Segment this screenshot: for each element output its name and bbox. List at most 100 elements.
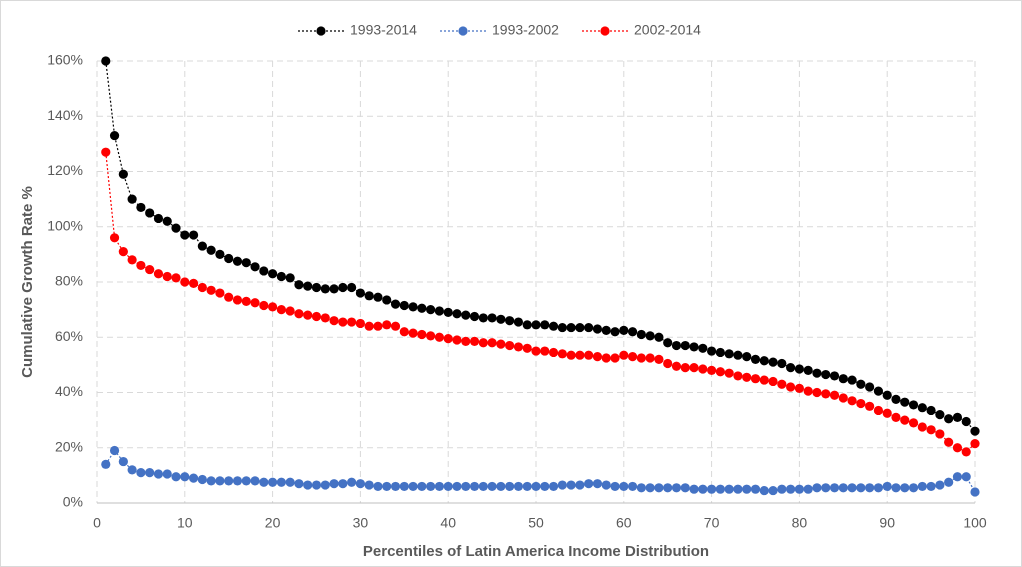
data-point <box>944 437 954 447</box>
y-tick-label: 120% <box>47 162 83 178</box>
data-point <box>145 468 155 478</box>
data-point <box>364 321 374 331</box>
data-point <box>566 350 576 360</box>
data-point <box>759 485 769 496</box>
data-point <box>250 262 260 272</box>
data-point <box>347 477 357 487</box>
data-point <box>399 481 409 492</box>
data-point <box>522 481 532 492</box>
data-point <box>232 295 243 305</box>
data-point <box>680 483 690 493</box>
data-point <box>944 414 954 424</box>
data-point <box>768 357 778 367</box>
data-point <box>794 383 805 393</box>
data-point <box>786 484 796 494</box>
data-point <box>382 320 392 330</box>
data-point <box>584 350 594 360</box>
data-point <box>469 311 480 322</box>
data-point <box>821 483 831 493</box>
data-point <box>900 397 910 407</box>
x-tick-label: 10 <box>177 515 193 531</box>
data-point <box>891 483 901 493</box>
data-point <box>619 481 629 492</box>
x-tick-label: 80 <box>792 515 808 531</box>
data-point <box>408 481 418 492</box>
data-point <box>584 322 594 333</box>
data-point <box>873 483 884 493</box>
data-point <box>750 484 761 494</box>
data-point <box>153 213 164 224</box>
data-point <box>654 332 664 342</box>
data-point <box>268 302 278 312</box>
data-point <box>891 412 901 422</box>
data-point <box>575 350 585 360</box>
data-point <box>487 313 497 323</box>
y-tick-label: 60% <box>55 328 83 344</box>
data-point <box>443 334 453 344</box>
legend-label: 1993-2014 <box>350 22 417 38</box>
data-point <box>908 400 919 410</box>
data-point <box>557 480 567 490</box>
data-point <box>917 481 927 492</box>
data-point <box>575 480 585 490</box>
data-point <box>390 481 401 492</box>
data-point <box>188 230 199 240</box>
data-point <box>540 320 550 330</box>
data-point <box>162 469 172 479</box>
data-point <box>812 368 822 378</box>
data-point <box>733 484 743 494</box>
data-point <box>882 408 892 418</box>
data-point <box>759 356 769 366</box>
y-tick-label: 160% <box>47 52 83 68</box>
data-point <box>759 375 769 385</box>
data-point <box>645 483 655 493</box>
data-point <box>627 351 638 362</box>
data-point <box>250 476 260 486</box>
data-point <box>715 484 725 494</box>
data-point <box>259 477 269 487</box>
data-point <box>513 317 524 327</box>
data-point <box>109 445 120 456</box>
data-point <box>496 481 506 492</box>
data-point <box>829 390 840 400</box>
data-point <box>619 325 629 335</box>
data-point <box>390 299 401 309</box>
data-point <box>557 322 567 333</box>
data-point <box>803 484 813 494</box>
legend-marker <box>316 26 326 36</box>
data-point <box>443 481 453 492</box>
x-tick-label: 100 <box>963 515 987 531</box>
data-point <box>917 403 927 413</box>
data-point <box>461 310 471 320</box>
data-point <box>724 484 734 494</box>
data-point <box>803 386 813 396</box>
data-point <box>882 481 892 492</box>
data-point <box>320 480 330 490</box>
data-point <box>601 325 611 335</box>
data-point <box>224 476 234 486</box>
data-point <box>654 483 664 493</box>
data-point <box>285 306 295 316</box>
data-point <box>101 147 111 157</box>
data-point <box>338 479 348 489</box>
data-point <box>215 249 225 259</box>
data-point <box>733 350 743 360</box>
data-point <box>742 372 752 382</box>
data-point <box>548 347 559 358</box>
data-point <box>865 401 875 411</box>
legend-marker <box>458 26 468 36</box>
data-point <box>232 476 243 486</box>
data-point <box>803 365 813 375</box>
legend-label: 2002-2014 <box>634 22 701 38</box>
data-point <box>812 387 822 398</box>
data-point <box>865 382 875 392</box>
data-point <box>707 365 717 375</box>
data-point <box>522 343 532 353</box>
data-point <box>355 318 365 329</box>
data-point <box>627 481 638 492</box>
data-point <box>961 416 971 427</box>
data-point <box>294 280 304 290</box>
data-point <box>373 481 383 492</box>
data-point <box>724 368 734 378</box>
data-point <box>891 394 901 405</box>
